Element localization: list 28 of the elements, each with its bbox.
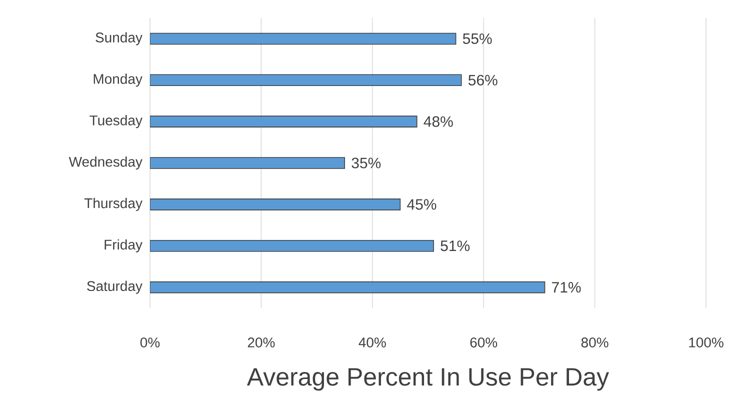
x-tick-label: 20% [248,338,275,348]
data-label: 56% [468,74,498,86]
x-axis-title: Average Percent In Use Per Day [246,368,610,391]
y-tick-label: Saturday [87,280,142,294]
data-label: 35% [352,158,381,168]
bar [150,198,401,210]
bar [150,32,456,45]
data-label: 71% [552,282,581,293]
bar [150,74,462,86]
data-label: 51% [440,240,470,252]
bar [150,116,418,128]
y-tick-label: Friday [104,239,142,252]
x-tick-label: 0% [140,338,160,348]
y-tick-label: Wednesday [68,156,142,170]
bar [150,240,434,252]
y-tick-label: Sunday [96,32,142,46]
data-label: 45% [407,199,436,210]
data-label: 55% [462,33,492,44]
data-label: 48% [424,116,453,127]
x-tick-label: 40% [358,338,386,348]
x-tick-label: 100% [689,338,724,348]
y-tick-label: Thursday [84,198,142,211]
x-tick-label: 60% [470,338,498,348]
bar [150,157,345,169]
y-tick-label: Tuesday [90,115,142,128]
bar [150,281,546,294]
x-tick-label: 80% [581,338,608,348]
y-tick-label: Monday [94,74,142,87]
